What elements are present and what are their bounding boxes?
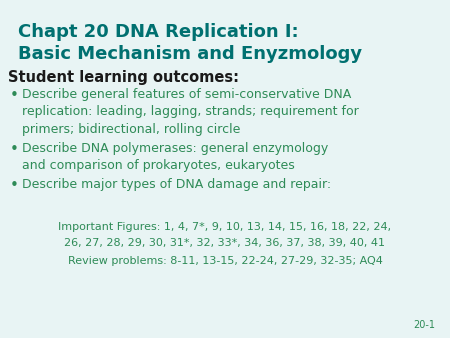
Text: Describe major types of DNA damage and repair:: Describe major types of DNA damage and r…	[22, 178, 331, 191]
Text: Basic Mechanism and Enyzmology: Basic Mechanism and Enyzmology	[18, 45, 362, 63]
Text: Important Figures: 1, 4, 7*, 9, 10, 13, 14, 15, 16, 18, 22, 24,: Important Figures: 1, 4, 7*, 9, 10, 13, …	[58, 222, 392, 232]
Text: 20-1: 20-1	[413, 320, 435, 330]
Text: •: •	[10, 178, 19, 193]
Text: Describe DNA polymerases: general enzymology
and comparison of prokaryotes, euka: Describe DNA polymerases: general enzymo…	[22, 142, 328, 172]
Text: Chapt 20 DNA Replication I:: Chapt 20 DNA Replication I:	[18, 23, 299, 41]
Text: Describe general features of semi-conservative DNA
replication: leading, lagging: Describe general features of semi-conser…	[22, 88, 359, 136]
Text: Review problems: 8-11, 13-15, 22-24, 27-29, 32-35; AQ4: Review problems: 8-11, 13-15, 22-24, 27-…	[68, 256, 382, 266]
Text: Student learning outcomes:: Student learning outcomes:	[8, 70, 239, 85]
Text: 26, 27, 28, 29, 30, 31*, 32, 33*, 34, 36, 37, 38, 39, 40, 41: 26, 27, 28, 29, 30, 31*, 32, 33*, 34, 36…	[64, 238, 386, 248]
Text: •: •	[10, 88, 19, 103]
Text: •: •	[10, 142, 19, 157]
